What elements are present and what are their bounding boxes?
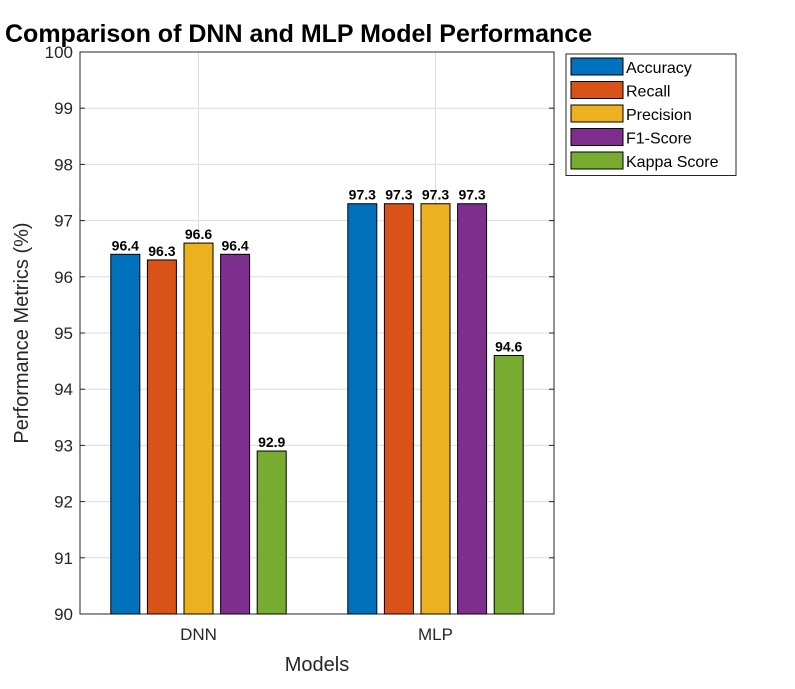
legend-label: F1-Score (626, 131, 692, 148)
data-label: 97.3 (349, 187, 376, 203)
y-tick-label: 97 (54, 212, 73, 231)
data-labels: 96.4 97.3 96.3 97.3 96.6 97.3 96.4 97.3 92.9 94.6 (112, 187, 523, 450)
legend-swatch (570, 128, 624, 146)
bar-accuracy-dnn (110, 253, 141, 615)
data-label: 97.3 (422, 187, 449, 203)
y-tick-label: 96 (54, 268, 73, 287)
y-tick-label: 94 (54, 380, 73, 399)
y-tick-label: 93 (54, 436, 73, 455)
data-label: 96.4 (221, 237, 248, 253)
y-tick-label: 98 (54, 155, 73, 174)
x-tick-label: MLP (418, 625, 453, 644)
bar-f1-score-mlp (457, 203, 488, 615)
legend-swatch (570, 151, 624, 170)
x-axis-label: Models (285, 654, 349, 676)
bar-recall-mlp (383, 203, 414, 615)
legend-label: Precision (626, 107, 692, 124)
data-label: 97.3 (385, 187, 412, 203)
legend-label: Recall (626, 84, 670, 101)
y-tick-label: 90 (54, 605, 73, 624)
data-label: 96.3 (148, 243, 175, 259)
legend: Accuracy Recall Precision F1-Score Kappa Sco… (565, 53, 737, 176)
y-tick-label: 92 (54, 493, 73, 512)
bar-precision-mlp (420, 203, 451, 615)
y-tick-label: 95 (54, 324, 73, 343)
y-tick-label: 100 (45, 43, 73, 62)
bar-kappa-score-mlp (493, 354, 524, 615)
bar-f1-score-dnn (220, 253, 251, 615)
data-label: 97.3 (458, 187, 485, 203)
legend-label: Accuracy (626, 60, 692, 77)
data-label: 96.4 (112, 237, 139, 253)
x-tick-label: DNN (180, 625, 217, 644)
bar-accuracy-mlp (347, 203, 378, 615)
bar-recall-dnn (146, 259, 177, 615)
legend-swatch (570, 104, 624, 123)
y-axis-label: Performance Metrics (%) (11, 222, 33, 443)
y-tick-label: 99 (54, 99, 73, 118)
bar-precision-dnn (183, 242, 214, 615)
data-label: 96.6 (185, 226, 212, 242)
legend-swatch (570, 81, 624, 99)
y-tick-label: 91 (54, 549, 73, 568)
legend-swatch (570, 57, 624, 76)
data-label: 94.6 (495, 338, 522, 354)
x-axis: DNN MLP (180, 609, 453, 644)
legend-label: Kappa Score (626, 154, 719, 171)
bars (110, 203, 524, 615)
data-label: 92.9 (258, 434, 285, 450)
y-axis: 90 91 92 93 94 95 96 97 98 99 100 (45, 43, 554, 624)
bar-kappa-score-dnn (256, 450, 287, 615)
chart-title: Comparison of DNN and MLP Model Performa… (5, 20, 592, 48)
